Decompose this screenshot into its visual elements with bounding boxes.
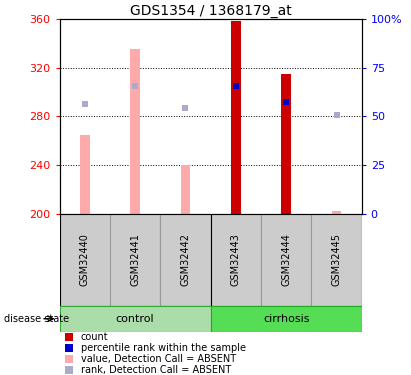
- Text: rank, Detection Call = ABSENT: rank, Detection Call = ABSENT: [81, 365, 231, 375]
- Text: disease state: disease state: [4, 314, 69, 324]
- Bar: [231, 21, 241, 214]
- Bar: [130, 49, 140, 214]
- Bar: [80, 135, 90, 214]
- Text: value, Detection Call = ABSENT: value, Detection Call = ABSENT: [81, 354, 236, 364]
- Bar: [180, 165, 190, 214]
- Bar: [60, 214, 110, 306]
- Text: GSM32441: GSM32441: [130, 233, 140, 286]
- Text: GSM32442: GSM32442: [180, 233, 190, 286]
- Text: GSM32444: GSM32444: [281, 233, 291, 286]
- Text: GSM32445: GSM32445: [332, 233, 342, 286]
- Bar: [160, 214, 210, 306]
- Text: control: control: [116, 314, 155, 324]
- Text: GSM32443: GSM32443: [231, 233, 241, 286]
- Bar: [210, 214, 261, 306]
- Bar: [210, 306, 362, 332]
- Bar: [60, 306, 211, 332]
- Bar: [110, 214, 160, 306]
- Bar: [281, 74, 291, 214]
- Text: count: count: [81, 332, 109, 342]
- Text: percentile rank within the sample: percentile rank within the sample: [81, 343, 246, 353]
- Bar: [312, 214, 362, 306]
- Text: GSM32440: GSM32440: [80, 233, 90, 286]
- Title: GDS1354 / 1368179_at: GDS1354 / 1368179_at: [130, 4, 291, 18]
- Bar: [332, 211, 342, 214]
- Bar: [261, 214, 312, 306]
- Text: cirrhosis: cirrhosis: [263, 314, 309, 324]
